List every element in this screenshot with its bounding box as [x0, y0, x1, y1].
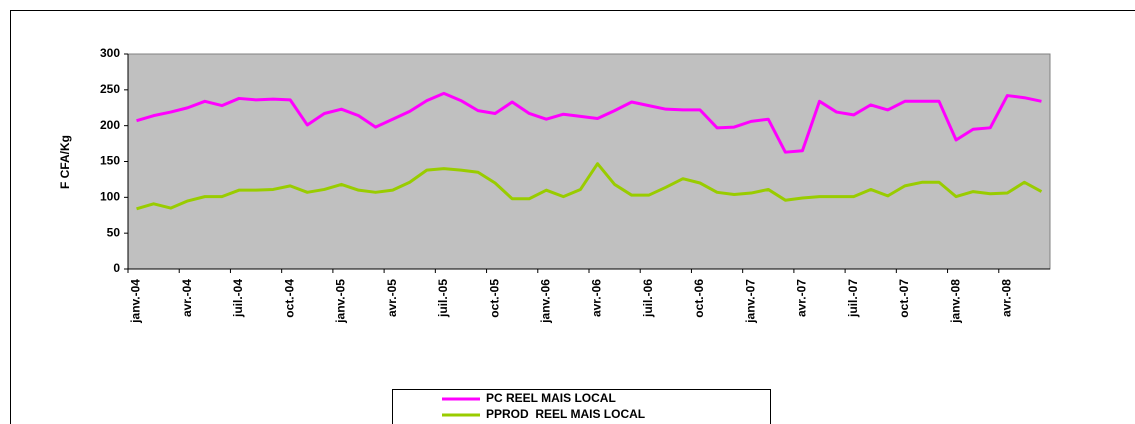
x-tick-label: janv.-05	[334, 279, 348, 324]
x-tick-label: oct.-04	[282, 279, 296, 318]
x-tick-label: janv.-07	[743, 279, 757, 324]
x-tick-label: janv.-06	[538, 279, 552, 324]
x-tick-label: janv.-08	[948, 279, 962, 324]
legend-label: PPROD REEL MAIS LOCAL	[486, 407, 645, 421]
x-tick-label: janv.-04	[129, 279, 143, 324]
x-tick-label: oct.-06	[692, 279, 706, 318]
y-tick-label: 250	[100, 82, 120, 96]
y-tick-label: 150	[100, 154, 120, 168]
x-tick-label: avr.-07	[795, 279, 809, 317]
x-tick-label: juil.-04	[231, 279, 245, 318]
legend-box	[392, 389, 771, 424]
y-tick-label: 50	[107, 225, 121, 239]
plot-area	[127, 53, 1051, 270]
legend-label: PC REEL MAIS LOCAL	[486, 391, 616, 405]
x-tick-label: avr.-08	[999, 279, 1013, 317]
y-tick-label: 0	[113, 261, 120, 275]
y-axis-label: F CFA/Kg	[58, 135, 72, 189]
y-tick-label: 100	[100, 190, 120, 204]
x-tick-label: avr.-06	[590, 279, 604, 317]
y-tick-label: 300	[100, 46, 120, 60]
series-line	[136, 162, 1043, 211]
x-tick-label: juil.-07	[846, 279, 860, 318]
x-tick-label: avr.-05	[385, 279, 399, 317]
x-tick-label: oct.-07	[897, 279, 911, 318]
y-tick-label: 200	[100, 118, 120, 132]
x-tick-label: avr.-04	[180, 279, 194, 317]
series-line	[136, 91, 1042, 154]
x-tick-label: juil.-05	[436, 279, 450, 318]
x-tick-label: oct.-05	[487, 279, 501, 318]
x-tick-label: juil.-06	[641, 279, 655, 318]
